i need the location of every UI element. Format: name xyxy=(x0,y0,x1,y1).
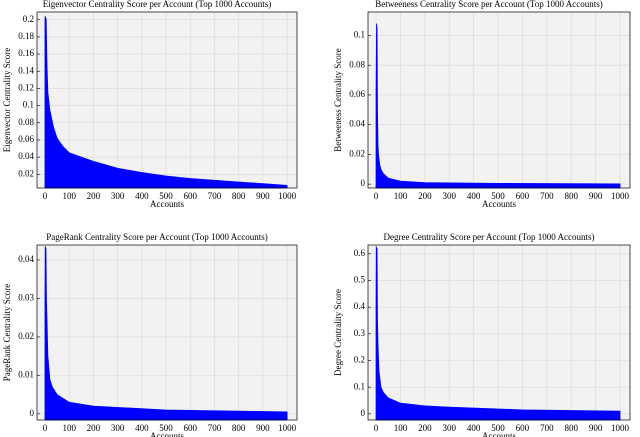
y-tick-label: 0.02 xyxy=(18,168,34,178)
chart-title: Degree Centrality Score per Account (Top… xyxy=(383,232,594,242)
x-tick-label: 400 xyxy=(135,191,149,201)
plot-frame xyxy=(36,11,298,189)
y-tick-label: 0 xyxy=(361,408,366,418)
x-tick-label: 600 xyxy=(183,191,197,201)
x-tick-label: 800 xyxy=(564,191,578,201)
x-tick-label: 500 xyxy=(159,423,173,433)
x-axis-label: Accounts xyxy=(482,199,516,209)
y-tick-label: 0.08 xyxy=(349,59,365,69)
y-tick-label: 0.12 xyxy=(18,82,34,92)
x-tick-label: 200 xyxy=(87,423,101,433)
y-tick-label: 0.04 xyxy=(349,119,365,129)
x-tick-label: 100 xyxy=(62,423,76,433)
y-tick-label: 0.6 xyxy=(354,248,366,258)
plot-area xyxy=(368,245,630,420)
y-tick-label: 0.01 xyxy=(18,369,34,379)
x-tick-label: 600 xyxy=(516,191,530,201)
x-tick-label: 500 xyxy=(491,191,505,201)
y-tick-label: 0.06 xyxy=(18,134,34,144)
x-tick-label: 900 xyxy=(589,191,603,201)
x-tick-label: 1000 xyxy=(278,191,297,201)
x-tick-label: 500 xyxy=(491,423,505,433)
x-tick-label: 200 xyxy=(87,191,101,201)
y-tick-label: 0.5 xyxy=(354,275,366,285)
x-tick-label: 100 xyxy=(394,423,408,433)
x-tick-label: 300 xyxy=(111,191,125,201)
y-tick-label: 0.02 xyxy=(18,331,34,341)
x-tick-label: 1000 xyxy=(278,423,297,433)
x-tick-label: 500 xyxy=(159,191,173,201)
x-tick-label: 400 xyxy=(467,423,481,433)
y-tick-label: 0.16 xyxy=(18,48,34,58)
x-tick-label: 100 xyxy=(62,191,76,201)
y-tick-label: 0.18 xyxy=(18,31,34,41)
x-tick-label: 900 xyxy=(589,423,603,433)
y-tick-label: 0 xyxy=(361,178,366,188)
x-tick-label: 900 xyxy=(256,191,270,201)
y-tick-label: 0.3 xyxy=(354,328,366,338)
y-tick-label: 0.1 xyxy=(354,30,365,40)
x-tick-label: 700 xyxy=(208,423,222,433)
x-tick-label: 800 xyxy=(232,423,246,433)
x-axis-label: Accounts xyxy=(150,199,184,209)
y-tick-label: 0.03 xyxy=(18,293,34,303)
plot-area xyxy=(368,12,630,188)
x-tick-label: 300 xyxy=(111,423,125,433)
y-tick-label: 0.06 xyxy=(349,89,365,99)
y-tick-label: 0.1 xyxy=(23,100,34,110)
x-tick-label: 800 xyxy=(232,191,246,201)
plot-frame xyxy=(36,244,298,421)
x-axis-label: Accounts xyxy=(150,431,184,437)
x-tick-label: 800 xyxy=(564,423,578,433)
chart-title: Betweeness Centrality Score per Account … xyxy=(375,0,603,9)
y-tick-label: 0.04 xyxy=(18,151,34,161)
x-tick-label: 200 xyxy=(418,191,432,201)
plot-frame xyxy=(367,244,631,421)
x-tick-label: 900 xyxy=(256,423,270,433)
x-tick-label: 0 xyxy=(374,191,379,201)
y-tick-label: 0.1 xyxy=(354,381,365,391)
y-tick-label: 0 xyxy=(30,408,35,418)
x-tick-label: 700 xyxy=(540,191,554,201)
y-axis-label: Degree Centrality Score xyxy=(333,289,343,376)
chart-title: PageRank Centrality Score per Account (T… xyxy=(46,232,268,242)
y-tick-label: 0.2 xyxy=(354,355,365,365)
x-tick-label: 0 xyxy=(374,423,379,433)
x-tick-label: 700 xyxy=(208,191,222,201)
x-tick-label: 700 xyxy=(540,423,554,433)
x-tick-label: 0 xyxy=(43,423,48,433)
x-tick-label: 200 xyxy=(418,423,432,433)
y-axis-label: Betweeness Centrality Score xyxy=(333,48,343,151)
x-tick-label: 100 xyxy=(394,191,408,201)
area xyxy=(375,23,621,189)
area xyxy=(44,16,288,189)
y-axis-label: Eigenvector Centrality Score xyxy=(2,48,12,152)
area xyxy=(44,246,288,421)
x-tick-label: 300 xyxy=(442,423,456,433)
x-tick-label: 1000 xyxy=(611,423,630,433)
y-axis-label: PageRank Centrality Score xyxy=(2,284,12,381)
y-tick-label: 0.02 xyxy=(349,148,365,158)
x-tick-label: 0 xyxy=(43,191,48,201)
y-tick-label: 0.4 xyxy=(354,301,366,311)
chart-title: Eigenvector Centrality Score per Account… xyxy=(43,0,272,9)
x-tick-label: 400 xyxy=(135,423,149,433)
x-tick-label: 600 xyxy=(183,423,197,433)
x-tick-label: 600 xyxy=(516,423,530,433)
plot-frame xyxy=(367,11,631,189)
x-tick-label: 1000 xyxy=(611,191,630,201)
plot-area xyxy=(37,245,297,420)
x-axis-label: Accounts xyxy=(482,431,516,437)
x-tick-label: 300 xyxy=(442,191,456,201)
x-tick-label: 400 xyxy=(467,191,481,201)
y-tick-label: 0.2 xyxy=(23,14,34,24)
area xyxy=(375,245,621,421)
y-tick-label: 0.08 xyxy=(18,117,34,127)
y-tick-label: 0.04 xyxy=(18,254,34,264)
y-tick-label: 0.14 xyxy=(18,65,34,75)
